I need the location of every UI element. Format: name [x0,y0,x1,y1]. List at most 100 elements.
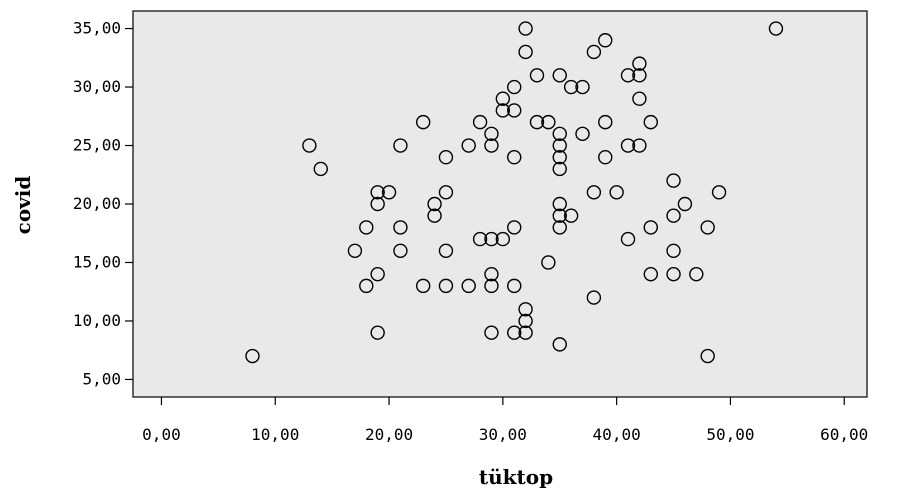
data-point [472,114,488,130]
data-point [552,138,567,153]
y-tick-label: 25,00 [73,136,121,155]
data-point [643,266,658,282]
data-point [632,68,647,83]
y-tick-label: 30,00 [73,77,121,96]
data-point [552,208,567,223]
data-point [518,313,533,329]
data-point [609,185,624,200]
data-point [620,231,636,247]
data-point [711,185,727,200]
data-point [541,255,556,270]
data-point [552,220,567,235]
data-point [507,278,522,294]
data-point [689,266,704,282]
plot-area [132,10,868,398]
data-point [393,138,408,153]
data-point [370,325,385,340]
data-point [552,150,567,165]
data-point [484,231,499,247]
data-point [393,220,408,235]
data-point [381,185,397,200]
y-axis: 5,00 10,00 15,00 20,00 25,00 30,00 35,00 [73,19,133,388]
y-tick-label: 35,00 [73,19,121,38]
data-point [461,278,476,294]
data-point [598,114,613,130]
data-point [359,278,374,294]
data-point [495,103,511,118]
data-point [563,79,579,95]
data-point [427,196,442,212]
data-point [484,138,499,153]
data-point [495,91,511,106]
data-point [518,21,533,36]
data-point [575,79,590,95]
data-point [507,325,522,340]
data-point [313,161,328,177]
data-point [598,150,613,165]
data-point [586,290,602,305]
data-point [359,220,374,235]
data-point [484,278,499,294]
data-point [495,231,511,247]
x-tick-label: 20,00 [365,425,413,444]
x-tick-label: 10,00 [251,425,299,444]
data-point [552,161,567,177]
data-point [529,68,545,83]
data-point [370,196,385,212]
data-point [438,278,454,294]
data-point [768,21,784,36]
data-points [245,21,784,364]
data-point [438,185,454,200]
data-point [575,126,590,142]
data-point [643,114,658,130]
data-point [472,231,488,247]
data-point [438,243,454,258]
x-tick-label: 50,00 [706,425,754,444]
data-point [484,325,499,340]
data-point [700,348,715,364]
x-tick-label: 40,00 [593,425,641,444]
data-point [518,44,533,60]
data-point [666,243,681,258]
data-point [632,56,647,71]
data-point [700,220,715,235]
data-point [620,68,636,83]
data-point [518,325,533,340]
data-point [632,91,647,106]
data-point [415,278,431,294]
data-point [586,185,602,200]
x-tick-label: 60,00 [820,425,868,444]
data-point [666,266,681,282]
data-point [586,44,602,60]
data-point [632,138,647,153]
x-tick-label: 0,00 [142,425,181,444]
data-point [552,126,567,142]
data-point [552,337,567,352]
data-point [529,114,545,130]
y-tick-label: 20,00 [73,194,121,213]
x-tick-label: 30,00 [479,425,527,444]
data-point [507,79,522,95]
data-point [347,243,363,258]
data-point [484,266,499,282]
y-axis-title: covid [11,176,35,235]
data-point [461,138,476,153]
data-point [438,150,454,165]
data-point [552,68,567,83]
data-point [370,185,385,200]
data-point [643,220,658,235]
data-point [620,138,636,153]
data-point [563,208,579,223]
data-point [552,196,567,212]
data-point [507,150,522,165]
x-axis: 0,00 10,00 20,00 30,00 40,00 50,00 60,00 [142,397,868,444]
data-point [598,33,613,48]
data-point [507,220,522,235]
data-point [541,114,556,130]
data-point [370,266,385,282]
data-point [427,208,442,223]
data-point [666,173,681,188]
data-point [666,208,681,223]
data-point [415,114,431,130]
